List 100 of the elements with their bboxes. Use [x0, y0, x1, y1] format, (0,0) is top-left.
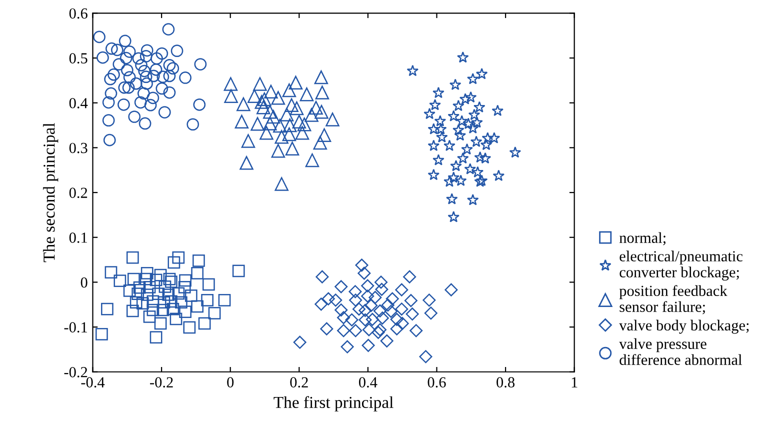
point [126, 304, 139, 318]
point [170, 312, 182, 326]
point [162, 288, 175, 301]
point [118, 81, 131, 94]
point [140, 77, 153, 90]
point [150, 331, 162, 344]
point [337, 311, 350, 324]
point [446, 193, 458, 204]
point [234, 114, 249, 129]
point [172, 251, 185, 264]
point [355, 258, 368, 272]
point [375, 282, 388, 296]
point [476, 68, 488, 80]
legend-label: position feedback sensor failure; [619, 285, 728, 314]
point [380, 334, 394, 348]
point [241, 134, 256, 148]
point [468, 108, 480, 120]
point [158, 106, 171, 118]
point [271, 91, 286, 105]
point [146, 92, 160, 104]
point [114, 274, 126, 288]
point [271, 144, 286, 158]
point [208, 306, 221, 320]
point [314, 104, 328, 119]
point [444, 176, 456, 187]
point [158, 280, 172, 293]
point [112, 58, 126, 70]
point [340, 340, 354, 354]
point [406, 308, 419, 321]
point [424, 306, 438, 320]
point [381, 298, 394, 312]
point [256, 100, 270, 114]
point [258, 92, 272, 106]
point [300, 87, 314, 102]
point [448, 211, 460, 222]
point [140, 70, 152, 84]
point [152, 288, 165, 300]
point [348, 285, 362, 298]
point [454, 174, 467, 186]
point [140, 267, 154, 280]
point [118, 98, 130, 111]
point [428, 140, 440, 152]
point [361, 279, 374, 292]
point [150, 52, 163, 65]
point [419, 350, 432, 364]
point [128, 110, 141, 123]
point [224, 89, 238, 103]
point [102, 96, 115, 109]
legend-label: valve pressure difference abnormal [619, 338, 742, 366]
point [358, 304, 372, 317]
point [198, 317, 211, 330]
point [436, 131, 448, 142]
point [488, 132, 500, 144]
point [434, 115, 446, 126]
point [101, 302, 114, 316]
point [250, 117, 264, 131]
point [315, 86, 330, 100]
point [358, 266, 371, 280]
point [471, 116, 483, 128]
point [232, 264, 245, 278]
point [290, 101, 304, 116]
point [138, 117, 152, 130]
y-tick-label: 0.4 [69, 98, 88, 108]
legend-label: electrical/pneumatic converter blockage; [620, 250, 742, 281]
point [170, 44, 184, 58]
point [492, 170, 505, 182]
point [434, 123, 447, 134]
point [143, 310, 156, 323]
point [236, 97, 250, 112]
point [372, 326, 385, 339]
point [179, 274, 192, 287]
point [390, 322, 404, 336]
point [424, 108, 436, 120]
point [218, 294, 231, 306]
point [456, 51, 469, 63]
point [102, 114, 115, 127]
point [106, 42, 118, 55]
point [432, 86, 444, 98]
point [104, 266, 118, 279]
point [349, 324, 362, 338]
point [136, 297, 149, 310]
point [143, 280, 156, 294]
point [295, 126, 310, 140]
point [297, 117, 312, 132]
point [366, 312, 379, 326]
point [462, 118, 474, 130]
point [224, 77, 238, 91]
point [358, 313, 372, 326]
point [154, 317, 167, 330]
point [456, 152, 469, 164]
point [93, 30, 106, 44]
point [472, 166, 484, 178]
point [410, 324, 423, 338]
x-tick-label: 0.2 [290, 377, 308, 388]
point [482, 132, 494, 144]
point [184, 289, 198, 302]
point [193, 98, 206, 111]
point [349, 294, 362, 307]
point [326, 112, 340, 126]
point [183, 321, 196, 334]
